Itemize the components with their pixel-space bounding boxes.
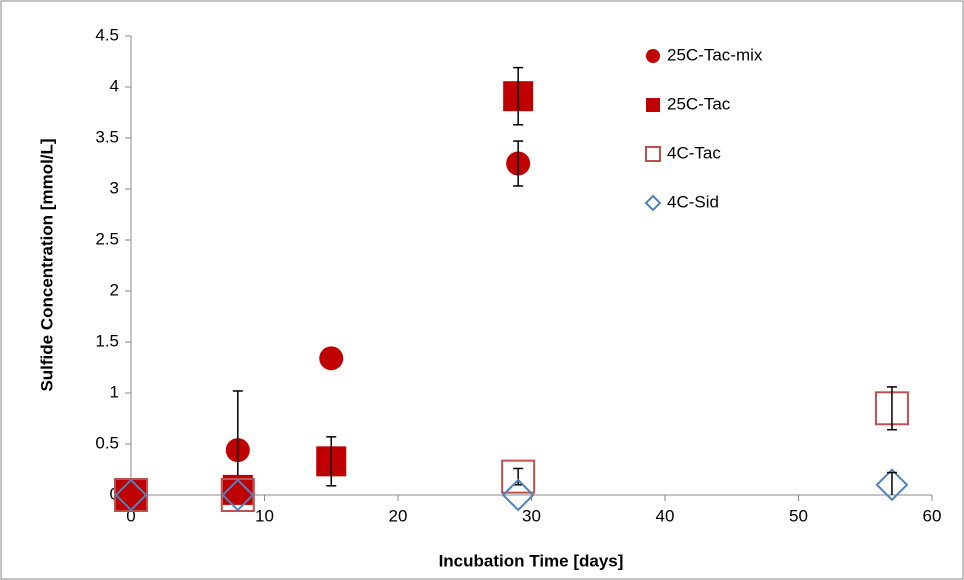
legend-label: 25C-Tac-mix [667,45,763,64]
legend-label: 25C-Tac [667,94,731,113]
y-tick-label: 0.5 [95,433,119,452]
x-tick-label: 30 [522,506,541,525]
y-tick-label: 2.5 [95,229,119,248]
legend-marker [646,49,660,63]
marker [114,478,148,512]
x-tick-label: 10 [255,506,274,525]
x-tick-label: 50 [789,506,808,525]
y-axis-title: Sulfide Concentration [mmol/L] [37,138,56,391]
y-tick-label: 4.5 [95,25,119,44]
legend-marker [645,146,661,162]
error-bar [326,436,337,487]
error-bar [513,467,524,486]
marker [319,346,344,371]
x-tick-label: 60 [923,506,942,525]
error-bar [886,386,897,431]
y-tick-label: 1.5 [95,331,119,350]
legend-label: 4C-Sid [667,192,719,211]
y-tick-label: 3.5 [95,127,119,146]
x-tick-label: 20 [389,506,408,525]
error-bar [513,66,524,126]
error-bar [513,140,524,187]
x-tick-label: 40 [656,506,675,525]
x-tick-label: 0 [126,506,135,525]
legend-marker [644,194,662,212]
error-bar [886,471,897,495]
y-tick-label: 2 [110,280,119,299]
y-tick-label: 3 [110,178,119,197]
y-tick-label: 1 [110,382,119,401]
marker [501,478,535,512]
marker [221,478,255,512]
legend-label: 4C-Tac [667,143,721,162]
legend-marker [646,98,660,112]
marker [501,459,536,494]
y-tick-label: 4 [110,76,119,95]
marker [875,468,909,502]
marker [116,480,146,510]
x-axis-title: Incubation Time [days] [439,551,624,570]
